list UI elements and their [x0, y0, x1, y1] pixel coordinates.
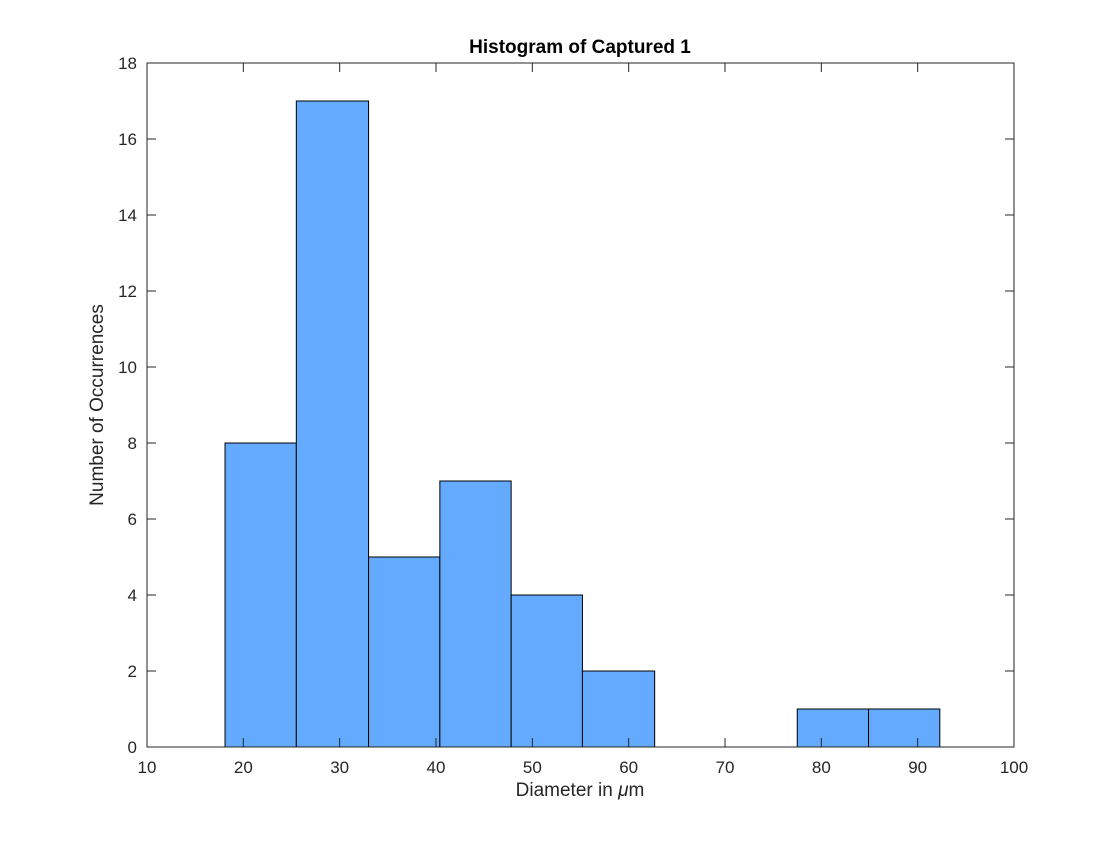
y-axis-label: Number of Occurrences — [87, 304, 108, 506]
y-tick-label: 14 — [118, 206, 137, 225]
histogram-bar — [868, 708, 941, 748]
histogram-bar — [439, 480, 512, 748]
x-tick-label: 60 — [619, 758, 638, 777]
axes-frame — [146, 62, 1015, 748]
x-tick-label: 90 — [908, 758, 927, 777]
y-tick-label: 16 — [118, 130, 137, 149]
x-tick-label: 80 — [812, 758, 831, 777]
x-tick-label: 10 — [138, 758, 157, 777]
x-tick-label: 70 — [716, 758, 735, 777]
x-axis-label-suffix: m — [629, 780, 645, 801]
x-axis-label: Diameter in μm — [516, 780, 645, 801]
histogram-bar — [295, 100, 370, 748]
x-tick-label: 50 — [523, 758, 542, 777]
y-tick-label: 12 — [118, 282, 137, 301]
histogram-bar — [796, 708, 870, 748]
histogram-bar — [224, 442, 297, 748]
chart-title: Histogram of Captured 1 — [469, 37, 691, 58]
y-tick-label: 8 — [128, 434, 137, 453]
x-tick-label: 100 — [1000, 758, 1028, 777]
y-tick-label: 0 — [128, 738, 137, 757]
x-tick-label: 30 — [330, 758, 349, 777]
histogram-bar — [368, 556, 441, 748]
y-tick-label: 18 — [118, 54, 137, 73]
histogram-bar — [581, 670, 656, 748]
y-tick-label: 6 — [128, 510, 137, 529]
y-tick-label: 4 — [128, 586, 137, 605]
y-tick-label: 2 — [128, 662, 137, 681]
x-tick-label: 40 — [427, 758, 446, 777]
histogram-bar — [510, 594, 583, 748]
ticks-layer: 10 20 30 40 50 60 70 80 90 100 0 2 4 6 8 10 12 14 16 18 — [118, 54, 1028, 777]
x-tick-label: 20 — [234, 758, 253, 777]
x-axis-label-symbol: μ — [617, 780, 629, 801]
y-tick-label: 10 — [118, 358, 137, 377]
bars-layer — [224, 100, 941, 748]
x-axis-label-prefix: Diameter in — [516, 780, 618, 801]
